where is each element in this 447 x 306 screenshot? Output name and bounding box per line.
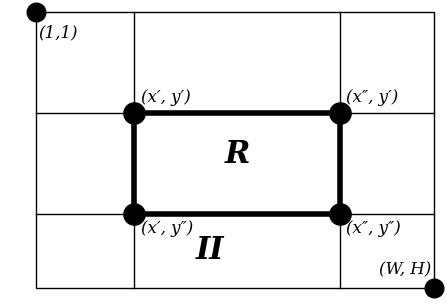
Point bbox=[131, 111, 138, 116]
Point bbox=[336, 212, 343, 217]
Text: (W, H): (W, H) bbox=[379, 261, 431, 278]
Point bbox=[32, 10, 39, 15]
Text: (x′, y″): (x′, y″) bbox=[141, 220, 193, 237]
Text: (x″, y″): (x″, y″) bbox=[346, 220, 401, 237]
Bar bbox=[36, 12, 434, 288]
Text: R: R bbox=[224, 139, 249, 170]
Text: (x′, y′): (x′, y′) bbox=[141, 88, 190, 106]
Point bbox=[336, 111, 343, 116]
Point bbox=[131, 212, 138, 217]
Text: II: II bbox=[196, 235, 224, 267]
Text: (1,1): (1,1) bbox=[38, 24, 77, 42]
Text: (x″, y′): (x″, y′) bbox=[346, 88, 399, 106]
Point bbox=[430, 285, 437, 290]
Bar bbox=[134, 113, 340, 214]
